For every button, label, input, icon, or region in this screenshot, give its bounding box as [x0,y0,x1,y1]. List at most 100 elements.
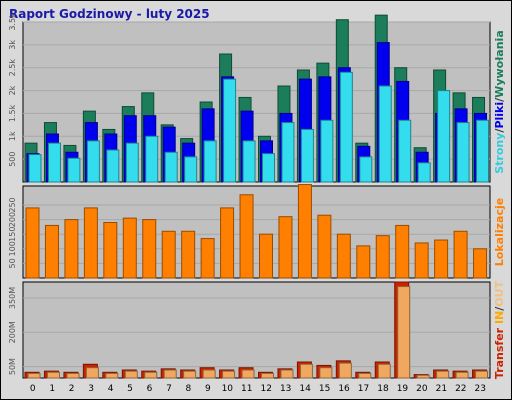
x-tick-label: 21 [436,384,447,394]
bar-lokalizacje-1 [44,224,59,279]
bar-lokalizacje-3 [83,207,98,279]
bar-strony-18 [378,85,392,183]
bar-transfer-out-13 [280,369,294,379]
bar-lokalizacje-17 [356,245,371,279]
chart-panel-3: 50M 200M 350M Transfer IN/OUT [8,280,506,379]
side-legend-2: Lokalizacje [493,198,506,266]
y-tick-label: 200 [8,212,17,227]
x-tick-label: 15 [319,384,330,394]
y-tick-label: 2k [8,85,17,95]
x-tick-label: 11 [241,384,252,394]
bar-strony-19 [398,119,412,183]
y-tick-label: 2.5k [8,59,17,77]
bar-strony-21 [437,90,451,183]
y-tick-label: 3.5k [8,13,17,31]
bar-transfer-out-15 [319,367,333,379]
legend-part: / [493,306,506,311]
x-tick-label: 1 [49,384,55,394]
y-tick-label: 250 [8,197,17,212]
bar-transfer-out-7 [163,369,177,379]
bar-lokalizacje-21 [434,239,449,279]
y-tick-label: 1k [8,131,17,141]
x-tick-label: 16 [338,384,350,394]
legend-part: Pliki [493,102,506,129]
x-tick-label: 19 [397,384,409,394]
y-tick-label: 50M [8,358,17,375]
bar-strony-4 [106,149,120,183]
plot-area [22,21,491,183]
bar-lokalizacje-13 [278,216,293,279]
x-tick-label: 3 [88,384,94,394]
bar-transfer-out-6 [144,371,158,379]
x-tick-label: 4 [108,384,114,394]
x-tick-label: 8 [186,384,192,394]
bar-strony-2 [67,157,81,183]
side-legend-3: Transfer IN/OUT [493,280,506,379]
x-tick-label: 22 [455,384,466,394]
chart-panel-1: 500 1k 1.5k 2k 2.5k 3k 3.5k Strony/Pliki/Wywoła… [8,13,506,183]
bar-transfer-out-0 [27,372,41,379]
bar-transfer-out-12 [261,372,274,379]
y-tick-label: 1.5k [8,104,17,122]
bar-strony-9 [203,140,217,183]
y-tick-label: 100 [8,241,17,256]
bar-strony-1 [47,142,61,183]
side-legend-1: Strony/Pliki/Wywołania [493,30,506,174]
legend-part: IN [493,311,506,324]
bar-strony-6 [145,135,159,183]
bar-strony-20 [417,162,431,183]
legend-part: / [493,128,506,133]
bar-transfer-out-23 [475,370,489,379]
x-tick-label: 14 [299,384,311,394]
y-tick-label: 150 [8,227,17,242]
bar-lokalizacje-4 [103,222,118,279]
bar-strony-22 [456,122,470,183]
bar-lokalizacje-15 [317,214,332,279]
x-tick-label: 0 [30,384,36,394]
bar-strony-15 [320,119,334,183]
bar-transfer-out-17 [358,372,372,379]
bar-strony-10 [223,78,237,183]
legend-part: Strony [493,133,506,174]
bar-strony-7 [164,151,178,183]
bar-lokalizacje-14 [297,184,312,279]
y-tick-label: 350M [8,287,17,309]
bar-strony-16 [339,71,353,183]
bar-transfer-out-19 [397,286,411,379]
x-tick-label: 7 [166,384,172,394]
x-tick-label: 13 [280,384,291,394]
bar-lokalizacje-2 [64,219,79,279]
bar-lokalizacje-23 [473,248,488,279]
bar-transfer-out-14 [299,363,313,379]
bar-strony-3 [86,140,100,183]
bar-lokalizacje-9 [200,238,215,279]
bar-strony-14 [300,128,314,183]
bar-strony-0 [28,154,42,183]
y-tick-label: 3k [8,40,17,50]
bar-lokalizacje-6 [142,219,157,279]
legend-part: Transfer [493,327,506,379]
bar-transfer-out-21 [436,370,450,379]
bar-transfer-out-11 [241,369,255,379]
bar-transfer-out-10 [222,370,236,379]
bar-lokalizacje-20 [414,242,429,279]
x-tick-label: 9 [205,384,211,394]
legend-part: Lokalizacje [493,198,506,266]
bar-strony-23 [476,119,490,183]
bar-transfer-out-18 [377,363,391,379]
bar-transfer-out-9 [202,369,216,379]
x-tick-label: 23 [475,384,486,394]
bar-transfer-out-8 [183,370,197,379]
plot-area [22,185,491,279]
bar-transfer-out-4 [105,372,119,379]
bar-lokalizacje-22 [453,230,468,279]
y-tick-label: 500 [8,152,17,167]
y-tick-label: 50 [8,258,17,268]
x-tick-label: 5 [127,384,133,394]
bar-transfer-out-2 [66,372,80,379]
x-tick-label: 6 [147,384,153,394]
bar-strony-11 [242,140,256,183]
y-tick-label: 200M [8,321,17,343]
